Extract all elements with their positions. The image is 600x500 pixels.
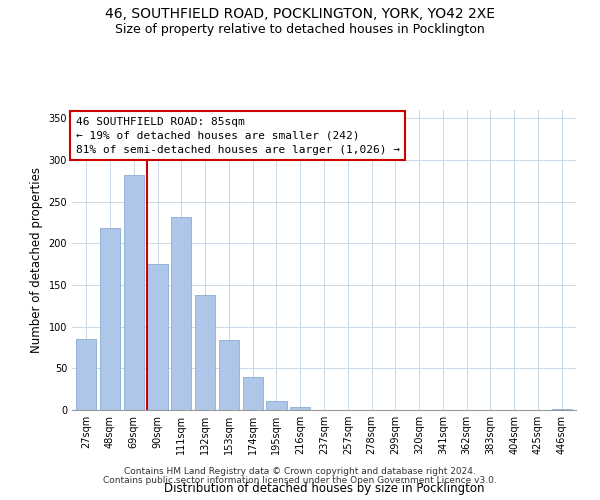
Bar [290,406,310,410]
Bar [171,216,191,410]
Bar [76,339,97,410]
Bar [551,409,572,410]
Text: Size of property relative to detached houses in Pocklington: Size of property relative to detached ho… [115,22,485,36]
Text: Contains public sector information licensed under the Open Government Licence v3: Contains public sector information licen… [103,476,497,485]
Bar [100,228,120,410]
Text: Distribution of detached houses by size in Pocklington: Distribution of detached houses by size … [164,482,484,495]
Bar [148,264,167,410]
Text: 46 SOUTHFIELD ROAD: 85sqm
← 19% of detached houses are smaller (242)
81% of semi: 46 SOUTHFIELD ROAD: 85sqm ← 19% of detac… [76,116,400,154]
Bar [219,340,239,410]
Text: 46, SOUTHFIELD ROAD, POCKLINGTON, YORK, YO42 2XE: 46, SOUTHFIELD ROAD, POCKLINGTON, YORK, … [105,8,495,22]
Bar [124,175,144,410]
Y-axis label: Number of detached properties: Number of detached properties [30,167,43,353]
Bar [242,376,263,410]
Text: Contains HM Land Registry data © Crown copyright and database right 2024.: Contains HM Land Registry data © Crown c… [124,467,476,476]
Bar [266,401,287,410]
Bar [195,295,215,410]
